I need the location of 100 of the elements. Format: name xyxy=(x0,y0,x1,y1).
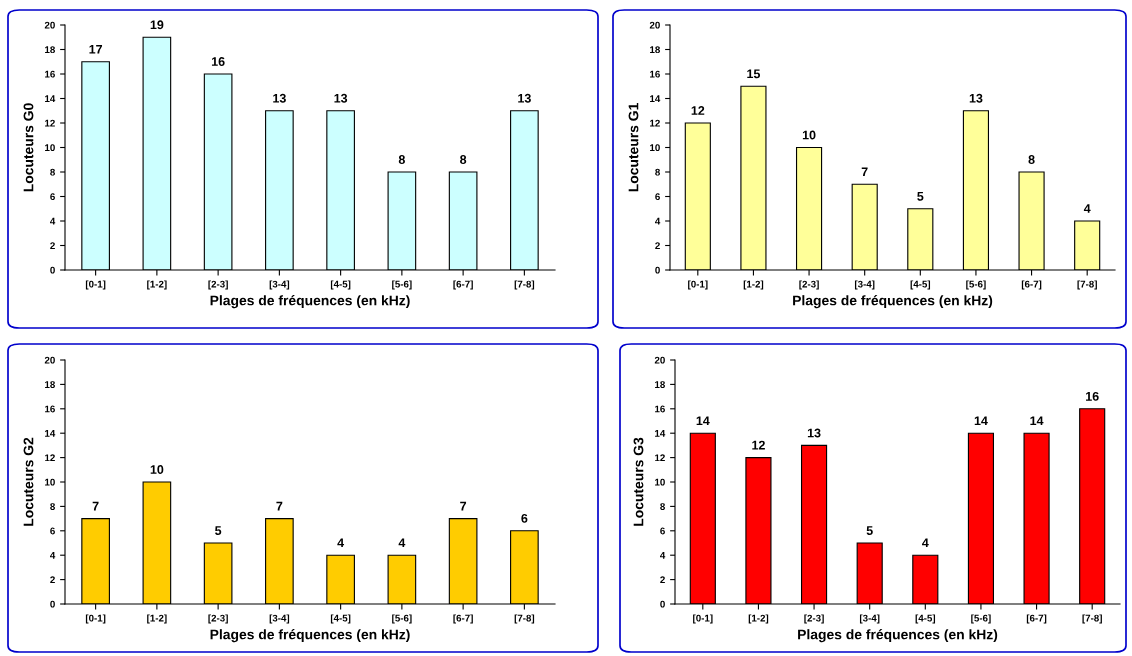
y-tick-label: 8 xyxy=(660,503,665,511)
x-tick-label: [0-1] xyxy=(693,614,713,624)
y-axis-title: Locuteurs G3 xyxy=(633,437,644,526)
x-tick-label: [3-4] xyxy=(854,280,875,290)
x-axis-title: Plages de fréquences (en kHz) xyxy=(793,295,993,309)
x-tick-label: [6-7] xyxy=(1026,614,1047,624)
y-tick-label: 16 xyxy=(655,405,665,413)
data-label: 4 xyxy=(1083,204,1091,213)
y-tick-label: 2 xyxy=(655,242,660,250)
data-label: 14 xyxy=(696,416,710,426)
x-tick-label: [4-5] xyxy=(330,280,351,290)
x-tick-label: [7-8] xyxy=(1082,614,1102,624)
data-label: 13 xyxy=(969,93,983,103)
y-tick-label: 0 xyxy=(50,266,55,274)
y-tick-label: 10 xyxy=(45,144,55,152)
x-tick-label: [1-2] xyxy=(147,614,167,624)
data-label: 13 xyxy=(334,93,348,103)
y-tick-label: 2 xyxy=(50,576,55,584)
data-label: 16 xyxy=(211,57,225,66)
y-axis-title: Locuteurs G2 xyxy=(23,437,34,526)
x-tick-label: [2-3] xyxy=(208,280,228,290)
y-axis-title: Locuteurs G0 xyxy=(23,103,34,192)
data-label: 7 xyxy=(861,167,868,177)
y-tick-label: 12 xyxy=(655,454,665,462)
x-tick-label: [1-2] xyxy=(147,280,167,290)
x-tick-label: [2-3] xyxy=(799,280,819,290)
y-tick-label: 20 xyxy=(44,21,55,29)
data-label: 14 xyxy=(974,416,988,426)
data-label: 16 xyxy=(1086,391,1099,401)
y-tick-label: 10 xyxy=(655,478,665,486)
y-tick-label: 12 xyxy=(45,454,55,462)
data-label: 5 xyxy=(866,526,873,535)
y-tick-label: 8 xyxy=(655,168,660,176)
data-label: 10 xyxy=(150,465,164,474)
x-tick-label: [0-1] xyxy=(85,280,106,290)
x-tick-label: [2-3] xyxy=(804,614,824,624)
x-tick-label: [6-7] xyxy=(453,280,473,290)
x-tick-label: [7-8] xyxy=(1077,280,1097,290)
y-tick-label: 14 xyxy=(650,95,661,103)
y-tick-label: 20 xyxy=(44,356,55,364)
y-tick-label: 20 xyxy=(654,356,665,364)
y-tick-label: 16 xyxy=(650,70,660,78)
y-tick-label: 18 xyxy=(45,46,55,54)
data-label: 4 xyxy=(398,538,406,548)
y-tick-label: 6 xyxy=(655,193,660,201)
data-label: 13 xyxy=(273,93,286,103)
x-tick-label: [3-4] xyxy=(269,280,290,290)
data-label: 6 xyxy=(521,513,528,523)
data-label: 10 xyxy=(802,130,816,140)
data-label: 7 xyxy=(92,501,99,511)
x-tick-label: [5-6] xyxy=(966,280,986,290)
y-tick-label: 6 xyxy=(50,527,55,535)
y-tick-label: 18 xyxy=(655,381,665,389)
x-tick-label: [4-5] xyxy=(910,280,931,290)
data-label: 5 xyxy=(215,526,222,535)
x-tick-label: [1-2] xyxy=(748,614,769,624)
y-tick-label: 8 xyxy=(50,503,55,511)
y-tick-label: 14 xyxy=(655,430,666,437)
y-tick-label: 12 xyxy=(650,119,660,127)
data-label: 4 xyxy=(337,538,345,548)
data-label: 8 xyxy=(460,155,467,164)
x-axis-title: Plages de fréquences (en kHz) xyxy=(210,629,410,643)
x-tick-label: [5-6] xyxy=(971,614,991,624)
data-label: 4 xyxy=(922,538,929,548)
y-tick-label: 4 xyxy=(660,552,666,559)
y-axis-title: Locuteurs G1 xyxy=(628,103,639,192)
x-tick-label: [7-8] xyxy=(514,614,535,624)
x-tick-label: [2-3] xyxy=(208,614,228,624)
y-tick-label: 18 xyxy=(45,381,55,389)
y-tick-label: 4 xyxy=(50,217,56,225)
y-tick-label: 14 xyxy=(45,95,56,103)
x-tick-label: [5-6] xyxy=(392,280,412,290)
x-axis-title: Plages de fréquences (en kHz) xyxy=(210,295,410,309)
data-label: 13 xyxy=(807,428,821,438)
y-tick-label: 4 xyxy=(655,217,661,225)
data-label: 17 xyxy=(89,45,103,54)
y-tick-label: 10 xyxy=(45,478,55,486)
data-label: 7 xyxy=(460,501,467,511)
y-tick-label: 16 xyxy=(45,70,55,78)
y-tick-label: 8 xyxy=(50,168,55,176)
y-tick-label: 4 xyxy=(50,552,56,559)
x-tick-label: [3-4] xyxy=(859,614,880,624)
y-tick-label: 0 xyxy=(50,600,55,608)
x-tick-label: [7-8] xyxy=(514,280,535,290)
data-label: 12 xyxy=(752,440,765,450)
y-tick-label: 2 xyxy=(660,576,665,584)
x-tick-label: [5-6] xyxy=(392,614,412,624)
x-tick-label: [4-5] xyxy=(330,614,351,624)
data-label: 8 xyxy=(1028,155,1035,164)
x-tick-label: [0-1] xyxy=(85,614,106,624)
y-tick-label: 12 xyxy=(45,119,55,127)
data-label: 12 xyxy=(691,106,705,115)
y-tick-label: 18 xyxy=(650,46,660,54)
y-tick-label: 20 xyxy=(649,21,660,29)
x-tick-label: [6-7] xyxy=(453,614,473,624)
y-tick-label: 6 xyxy=(50,193,55,201)
y-tick-label: 0 xyxy=(660,600,665,608)
x-tick-label: [6-7] xyxy=(1021,280,1042,290)
data-label: 15 xyxy=(747,69,761,79)
x-tick-label: [1-2] xyxy=(743,280,764,290)
